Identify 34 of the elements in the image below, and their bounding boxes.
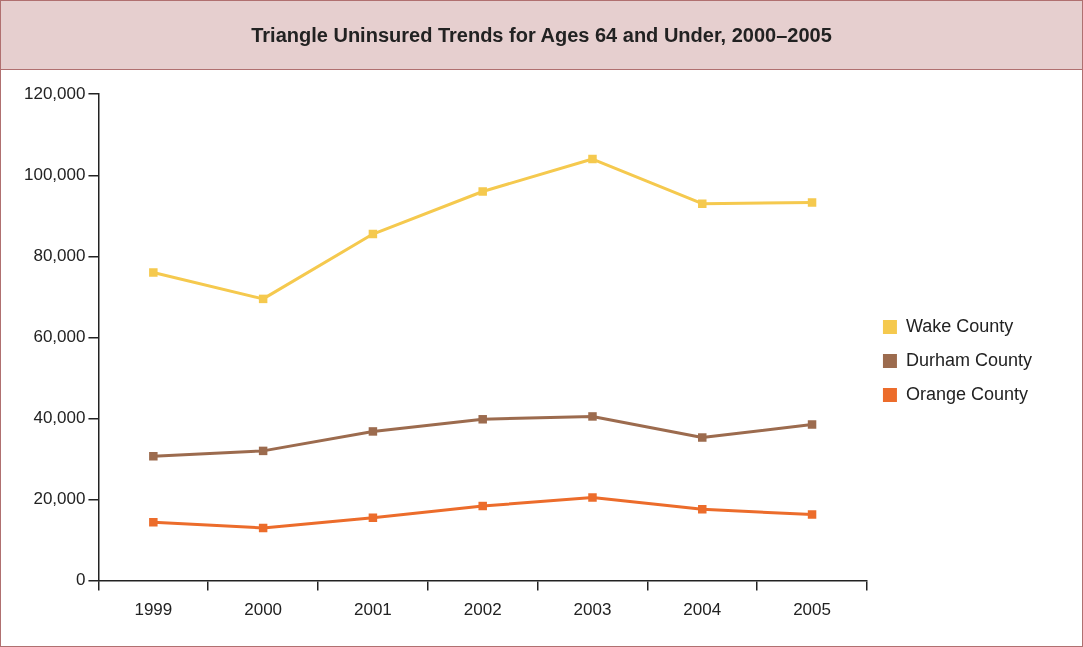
x-tick-label: 2000 bbox=[244, 600, 283, 620]
y-tick-label: 60,000 bbox=[33, 327, 86, 347]
point bbox=[698, 199, 707, 208]
x-tick-label: 2002 bbox=[463, 600, 502, 620]
y-tick-label: 40,000 bbox=[33, 408, 86, 428]
x-tick-label: 2004 bbox=[683, 600, 722, 620]
point bbox=[478, 501, 487, 511]
legend-label: Orange County bbox=[905, 383, 1029, 404]
point bbox=[807, 198, 817, 207]
y-tick-label: 80,000 bbox=[33, 246, 86, 266]
x-tick-label: 2003 bbox=[573, 600, 612, 620]
point bbox=[807, 510, 817, 519]
x-tick-label: 2005 bbox=[793, 600, 831, 620]
point bbox=[588, 154, 597, 164]
point bbox=[478, 187, 487, 196]
point bbox=[698, 505, 707, 514]
y-tick-label: 20,000 bbox=[33, 489, 86, 509]
point bbox=[149, 517, 158, 527]
point bbox=[588, 412, 597, 421]
y-tick-label: 120,000 bbox=[24, 83, 86, 103]
point bbox=[149, 451, 158, 461]
legend-label: Wake County bbox=[905, 315, 1014, 336]
point bbox=[478, 415, 487, 424]
point bbox=[588, 493, 597, 502]
x-tick-label: 2001 bbox=[354, 600, 392, 620]
y-tick-label: 0 bbox=[75, 570, 86, 590]
point bbox=[698, 433, 707, 442]
legend-label: Durham County bbox=[905, 349, 1033, 370]
point bbox=[368, 427, 378, 436]
point bbox=[807, 420, 817, 429]
y-tick-label: 100,000 bbox=[24, 164, 86, 184]
point bbox=[149, 268, 158, 277]
chart-title: Triangle Uninsured Trends for Ages 64 and Under, 2000–2005 bbox=[1, 1, 1082, 70]
x-tick-label: 1999 bbox=[134, 600, 173, 620]
